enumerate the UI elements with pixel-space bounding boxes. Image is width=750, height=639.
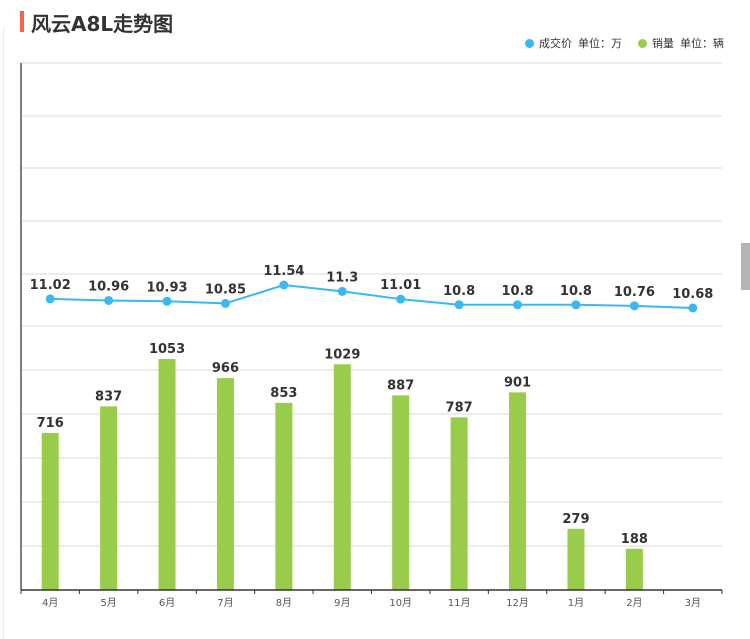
line-point	[220, 298, 230, 308]
x-tick-label: 5月	[100, 597, 116, 609]
line-point	[688, 303, 698, 313]
line-point	[162, 296, 172, 306]
x-tick-label: 8月	[276, 597, 292, 609]
line-point	[629, 301, 639, 311]
legend-unit: 单位：辆	[680, 37, 724, 50]
line-point-label: 10.76	[614, 285, 655, 300]
x-tick-label: 6月	[159, 597, 175, 609]
price-line	[50, 283, 693, 309]
x-tick-label: 11月	[448, 597, 471, 609]
bar	[41, 432, 59, 590]
bar-label: 787	[446, 400, 473, 415]
bar-labels: 716 837 1053 966 853 1029 887 787 901 279 188	[37, 342, 648, 547]
line-point	[104, 295, 114, 305]
bar	[275, 402, 293, 590]
bar	[625, 548, 643, 590]
x-tick-label: 9月	[334, 597, 350, 609]
x-tick-label: 3月	[685, 597, 701, 609]
bar-label: 853	[270, 386, 297, 401]
line-point	[396, 294, 406, 304]
line-point-label: 10.8	[560, 284, 592, 299]
line-point	[571, 300, 581, 310]
x-tick-label: 10月	[389, 597, 412, 609]
legend-dot-icon	[638, 38, 647, 48]
legend-item-sales[interactable]: 销量 单位：辆	[638, 35, 724, 51]
x-tick-labels: 4月 5月 6月 7月 8月 9月 10月 11月 12月 1月 2月 3月	[42, 597, 701, 609]
bar-label: 1029	[324, 347, 360, 362]
line-point-label: 10.93	[146, 280, 187, 295]
bar	[450, 417, 468, 590]
bar	[392, 395, 410, 590]
bar-label: 279	[562, 512, 589, 527]
line-point-label: 10.68	[672, 287, 713, 302]
legend-label: 成交价	[539, 37, 572, 50]
bar-label: 716	[37, 416, 64, 431]
line-point	[513, 300, 523, 310]
bar-label: 188	[621, 532, 648, 547]
x-tick-label: 2月	[626, 597, 642, 609]
bar	[333, 364, 351, 590]
bar	[216, 378, 234, 590]
line-point	[454, 300, 464, 310]
bar-label: 1053	[149, 342, 185, 357]
line-point-label: 10.85	[205, 282, 246, 297]
line-point-label: 10.8	[443, 284, 475, 299]
bar-label: 901	[504, 375, 531, 390]
axes	[20, 63, 723, 594]
gridlines	[21, 62, 722, 547]
line-point-label: 10.96	[88, 279, 129, 294]
line-point-label: 11.54	[263, 264, 304, 279]
legend-unit: 单位：万	[578, 37, 622, 50]
line-point-label: 10.8	[502, 284, 534, 299]
bar-series	[41, 359, 643, 590]
line-point-label: 11.01	[380, 278, 421, 293]
scrollbar-thumb[interactable]	[741, 243, 750, 290]
x-tick-label: 4月	[42, 597, 58, 609]
bar-label: 966	[212, 361, 239, 376]
bar	[567, 528, 585, 590]
chart-title: 风云A8L走势图	[31, 12, 174, 36]
title-accent-bar	[20, 11, 24, 32]
legend: 成交价 单位：万 销量 单位：辆	[509, 35, 724, 51]
legend-item-price[interactable]: 成交价 单位：万	[525, 35, 622, 51]
x-tick-label: 7月	[217, 597, 233, 609]
x-tick-label: 1月	[568, 597, 584, 609]
line-point	[45, 294, 55, 304]
x-tick-label: 12月	[506, 597, 529, 609]
bar	[100, 406, 118, 590]
legend-label: 销量	[652, 37, 674, 50]
line-point-label: 11.02	[30, 278, 71, 293]
line-point-label: 11.3	[326, 270, 358, 285]
line-point	[337, 286, 347, 296]
bar	[158, 359, 176, 590]
bar	[509, 392, 527, 590]
line-series: 11.02 10.96 10.93 10.85 11.54 11.3 11.01 10.8 10…	[30, 264, 713, 313]
left-frame	[0, 27, 4, 639]
legend-dot-icon	[525, 38, 534, 48]
bar-label: 837	[95, 389, 122, 404]
line-point	[279, 280, 289, 290]
bar-label: 887	[387, 378, 414, 393]
